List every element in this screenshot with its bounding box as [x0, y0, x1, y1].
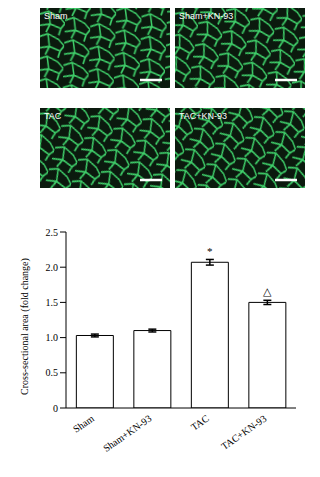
svg-text:0.5: 0.5 [46, 367, 59, 378]
svg-text:Cross-sectional area (fold cha: Cross-sectional area (fold change) [19, 258, 31, 395]
svg-text:TAC: TAC [189, 412, 211, 432]
svg-text:Sham: Sham [71, 413, 96, 435]
svg-text:Sham+KN-93: Sham+KN-93 [179, 11, 233, 21]
svg-text:2.0: 2.0 [46, 262, 59, 273]
svg-text:*: * [207, 245, 213, 257]
svg-text:1.5: 1.5 [46, 297, 59, 308]
svg-text:TAC+KN-93: TAC+KN-93 [179, 111, 227, 121]
svg-text:1.0: 1.0 [46, 332, 59, 343]
svg-text:△: △ [263, 285, 272, 297]
svg-text:0: 0 [53, 403, 58, 414]
svg-text:Sham: Sham [44, 11, 68, 21]
svg-text:2.5: 2.5 [46, 227, 59, 238]
svg-text:Sham+KN-93: Sham+KN-93 [101, 413, 153, 454]
svg-text:TAC+KN-93: TAC+KN-93 [219, 413, 268, 452]
svg-text:TAC: TAC [44, 111, 62, 121]
